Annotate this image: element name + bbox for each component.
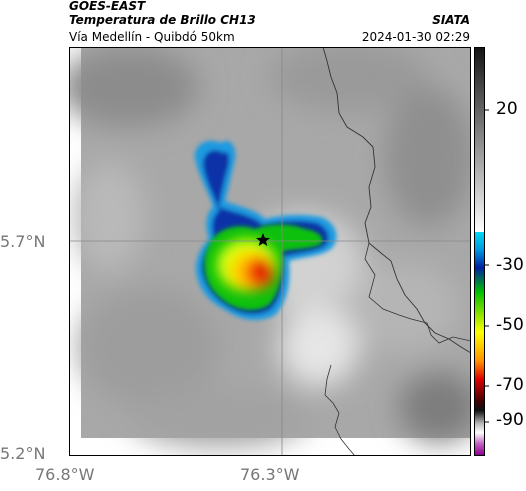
colorbar-tick: 20: [496, 99, 518, 119]
colorbar-tick: -50: [496, 315, 524, 335]
latitude-label: 5.7°N: [0, 232, 46, 251]
longitude-label: 76.8°W: [35, 465, 95, 484]
product-title: Temperatura de Brillo CH13: [69, 13, 256, 27]
latitude-label: 5.2°N: [0, 444, 46, 463]
satellite-title: GOES-EAST: [69, 0, 146, 13]
datetime-label: 2024-01-30 02:29: [361, 30, 470, 44]
longitude-label: 76.3°W: [240, 465, 300, 484]
municipal-boundary-south: [324, 364, 356, 456]
colorbar: [474, 47, 489, 456]
colorbar-tick: -30: [496, 255, 524, 275]
star-marker: [256, 233, 270, 246]
colorbar-tick: -70: [496, 375, 524, 395]
satellite-map: [69, 47, 471, 456]
municipal-boundary: [364, 242, 471, 344]
provider-label: SIATA: [432, 13, 470, 27]
location-label: Vía Medellín - Quibdó 50km: [69, 30, 235, 44]
colorbar-tick: -90: [496, 410, 524, 430]
